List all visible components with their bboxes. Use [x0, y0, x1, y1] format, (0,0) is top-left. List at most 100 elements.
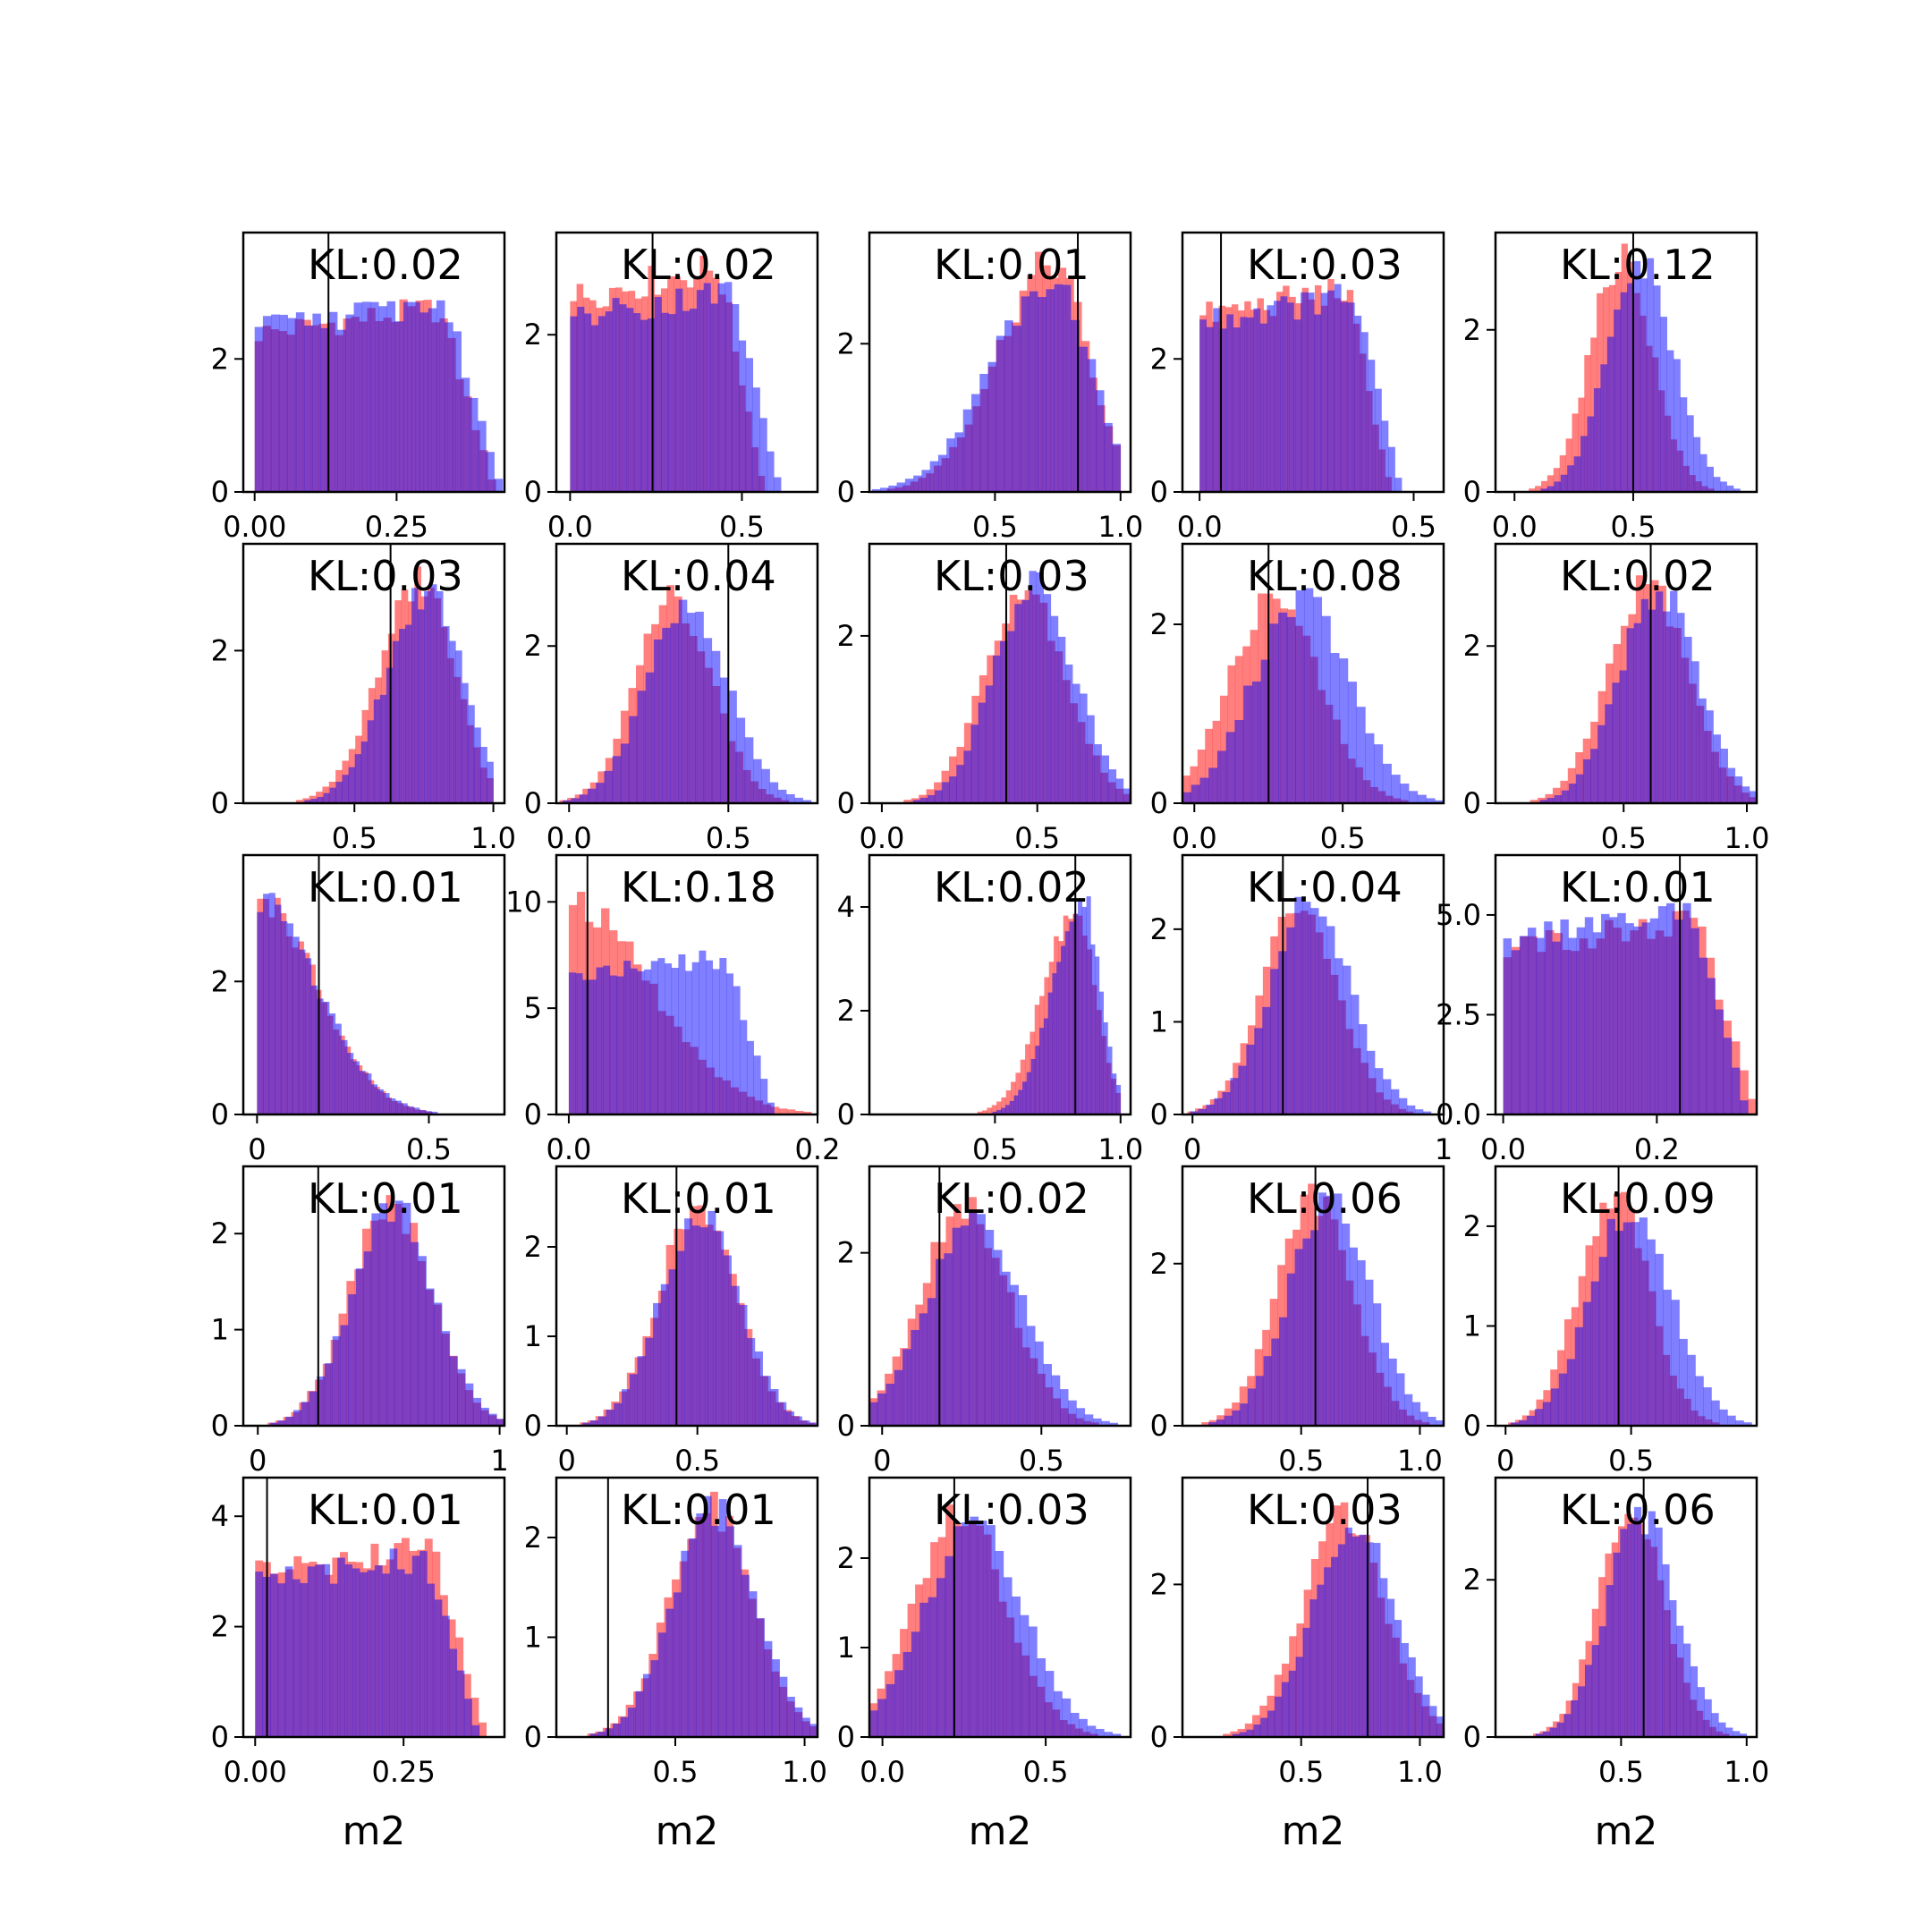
x-tick-label: 0.5 — [1278, 1755, 1324, 1789]
series-b-bar — [1653, 285, 1661, 492]
x-tick-label: 0.5 — [972, 1132, 1018, 1166]
series-b-bar — [352, 1061, 360, 1114]
series-b-bar — [1087, 1725, 1097, 1737]
series-b-bar — [996, 335, 1005, 492]
series-b-bar — [1576, 927, 1586, 1114]
series-b-bar — [1029, 1626, 1038, 1737]
series-b-bar — [1108, 769, 1117, 803]
series-b-bar — [1030, 1058, 1036, 1114]
series-b-bar — [946, 438, 955, 492]
series-b-bar — [1735, 1420, 1744, 1426]
subplot-r2-c1: KL:0.18 0.0 0.2 0 5 10 — [505, 853, 840, 1166]
series-b-bar — [295, 312, 305, 492]
series-b-bar — [1360, 332, 1368, 492]
series-b-bar — [1080, 693, 1088, 803]
series-b-bar — [465, 1383, 474, 1426]
series-b-bar — [745, 358, 753, 492]
series-b-bar — [1578, 1686, 1586, 1737]
series-b-bar — [418, 1256, 427, 1426]
subplot-r3-c2: KL:0.02 0 0.5 0 2 — [837, 1165, 1132, 1478]
series-b-bar — [869, 1402, 878, 1426]
series-b-bar — [985, 1229, 995, 1426]
y-tick-label: 0 — [837, 786, 855, 820]
subplot-r1-c1: KL:0.04 0.0 0.5 0 2 — [524, 542, 819, 855]
series-b-bar — [1542, 1731, 1550, 1737]
series-b-bar — [382, 1573, 390, 1737]
series-b-bar — [668, 314, 676, 492]
series-b-bar — [1704, 1699, 1712, 1737]
series-b-bar — [1640, 1534, 1649, 1737]
y-tick-label: 2 — [211, 1610, 229, 1644]
series-b-bar — [1288, 1670, 1296, 1737]
series-b-bar — [1054, 1690, 1063, 1737]
series-b-bar — [1715, 1009, 1724, 1114]
series-b-bar — [1526, 1415, 1536, 1426]
y-tick-label: 2 — [524, 318, 542, 352]
series-b-bar — [902, 1651, 912, 1737]
series-b-bar — [1342, 1223, 1351, 1426]
series-b-bar — [1368, 360, 1376, 492]
series-b-bar — [1374, 744, 1384, 803]
x-tick-label: 0.5 — [1023, 1755, 1069, 1789]
series-b-bar — [1614, 309, 1621, 492]
series-b-bar — [786, 793, 795, 803]
series-b-bar — [616, 976, 624, 1114]
series-b-bar — [1711, 1713, 1719, 1737]
series-a-bar — [1565, 438, 1572, 492]
x-tick-label: 0.5 — [1608, 1444, 1654, 1478]
series-b-bar — [1095, 956, 1100, 1114]
series-b-bar — [300, 1582, 309, 1737]
kl-annotation: KL:0.03 — [1247, 241, 1402, 289]
series-b-bar — [263, 894, 270, 1114]
series-b-bar — [354, 754, 362, 803]
series-b-bar — [1238, 1065, 1247, 1114]
series-b-bar — [379, 1203, 388, 1426]
series-b-bar — [1320, 292, 1328, 492]
series-b-bar — [570, 316, 578, 492]
series-b-bar — [486, 452, 495, 492]
series-b-bar — [1552, 941, 1561, 1114]
series-b-bar — [1426, 798, 1436, 803]
series-b-bar — [299, 949, 306, 1114]
series-b-bar — [456, 1670, 465, 1737]
x-tick-label: 0.5 — [653, 1755, 699, 1789]
series-b-bar — [1270, 969, 1279, 1114]
series-b-bar — [1381, 420, 1389, 492]
series-b-bar — [779, 1676, 788, 1737]
series-b-bar — [1436, 1419, 1445, 1426]
y-tick-label: 1 — [524, 1620, 542, 1654]
series-b-bar — [405, 624, 412, 803]
series-b-bar — [1554, 481, 1562, 492]
series-b-bar — [719, 957, 727, 1114]
plot-frame — [1494, 231, 1758, 494]
series-b-bar — [1383, 1079, 1392, 1114]
subplot-r4-c3: KL:0.03 0.5 1.0 0 2 m2 — [1150, 1476, 1445, 1854]
series-b-bar — [1649, 918, 1659, 1114]
series-b-bar — [1182, 792, 1192, 803]
series-b-bar — [1609, 917, 1618, 1114]
series-b-bar — [329, 1583, 338, 1737]
series-b-bar — [627, 1707, 636, 1737]
y-tick-label: 0 — [837, 475, 855, 509]
series-b-bar — [708, 1210, 716, 1426]
series-b-bar — [802, 1717, 810, 1737]
series-b-bar — [1571, 1699, 1579, 1737]
series-b-bar — [1535, 1733, 1544, 1737]
series-b-bar — [1259, 323, 1267, 492]
plot-frame — [1181, 1165, 1445, 1428]
series-b-bar — [1660, 317, 1667, 492]
y-tick-label: 2 — [837, 1541, 855, 1575]
series-b-bar — [802, 800, 812, 803]
series-b-bar — [1510, 1422, 1520, 1426]
series-b-bar — [1301, 292, 1308, 492]
series-b-bar — [401, 1103, 408, 1114]
series-a-bar — [1201, 1421, 1210, 1426]
series-b-bar — [1627, 283, 1634, 492]
series-b-bar — [411, 301, 420, 492]
series-b-bar — [1536, 937, 1545, 1114]
series-b-bar — [711, 1525, 720, 1737]
series-b-bar — [1036, 572, 1044, 803]
series-b-bar — [703, 283, 711, 492]
series-a-bar — [1197, 750, 1206, 803]
